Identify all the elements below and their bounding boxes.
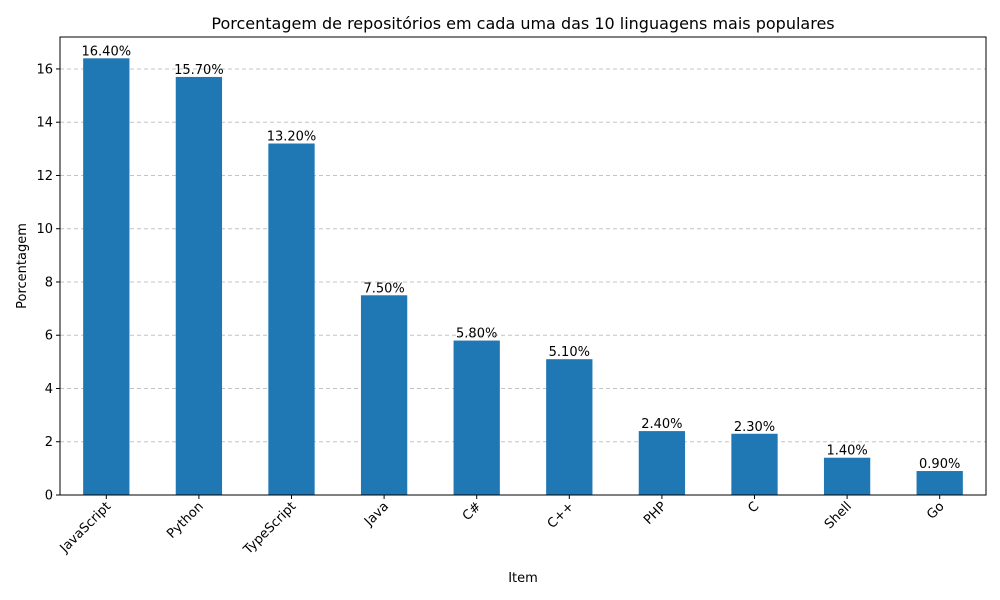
x-axis-label: Item (508, 571, 538, 586)
data-label: 2.40% (641, 417, 682, 432)
chart-title: Porcentagem de repositórios em cada uma … (211, 14, 834, 33)
x-tick-label: Java (361, 499, 392, 530)
y-tick-label: 10 (36, 222, 53, 237)
y-tick-label: 8 (45, 275, 53, 290)
data-label: 15.70% (174, 63, 224, 78)
y-tick-label: 6 (45, 329, 53, 344)
bar-typescript (268, 143, 315, 495)
bar-c (453, 340, 500, 495)
data-label: 1.40% (826, 444, 867, 459)
bar-c (546, 359, 593, 495)
bar-python (175, 76, 223, 495)
y-tick-label: 0 (45, 489, 53, 504)
x-tick-label: JavaScript (57, 499, 114, 556)
x-tick-label: Go (924, 499, 947, 522)
y-axis-ticks: 0 2 4 6 8 10 12 14 16 (36, 62, 60, 504)
y-tick-label: 4 (45, 382, 53, 397)
bar-c (731, 433, 778, 495)
data-label: 16.40% (82, 44, 132, 59)
data-label: 0.90% (919, 457, 960, 472)
data-label: 5.10% (549, 345, 590, 360)
data-label: 2.30% (734, 420, 775, 435)
x-tick-label: C (745, 499, 762, 516)
x-tick-label: Shell (822, 499, 855, 532)
data-label: 13.20% (267, 130, 317, 145)
bar-java (360, 295, 408, 495)
plot-frame (59, 36, 987, 496)
bar-javascript (83, 58, 130, 495)
y-tick-label: 14 (36, 116, 53, 131)
y-tick-label: 2 (45, 435, 53, 450)
y-tick-label: 16 (36, 62, 53, 77)
bar-php (638, 431, 686, 495)
bar-go (916, 471, 963, 495)
data-label: 7.50% (363, 281, 404, 296)
data-labels: 16.40% 15.70% 13.20% 7.50% 5.80% 5.10% 2.40% 2.… (82, 44, 961, 472)
y-axis-label: Porcentagem (15, 223, 30, 309)
bars (83, 58, 963, 495)
x-axis-ticks: JavaScript Python TypeScript Java C# C++ PHP C S… (57, 495, 948, 558)
x-tick-label: C++ (545, 499, 577, 531)
x-tick-label: PHP (641, 499, 670, 528)
y-tick-label: 12 (36, 169, 53, 184)
x-tick-label: Python (164, 499, 206, 541)
bar-shell (823, 457, 871, 495)
x-tick-label: TypeScript (240, 499, 299, 558)
data-label: 5.80% (456, 327, 497, 342)
x-tick-label: C# (460, 499, 485, 524)
